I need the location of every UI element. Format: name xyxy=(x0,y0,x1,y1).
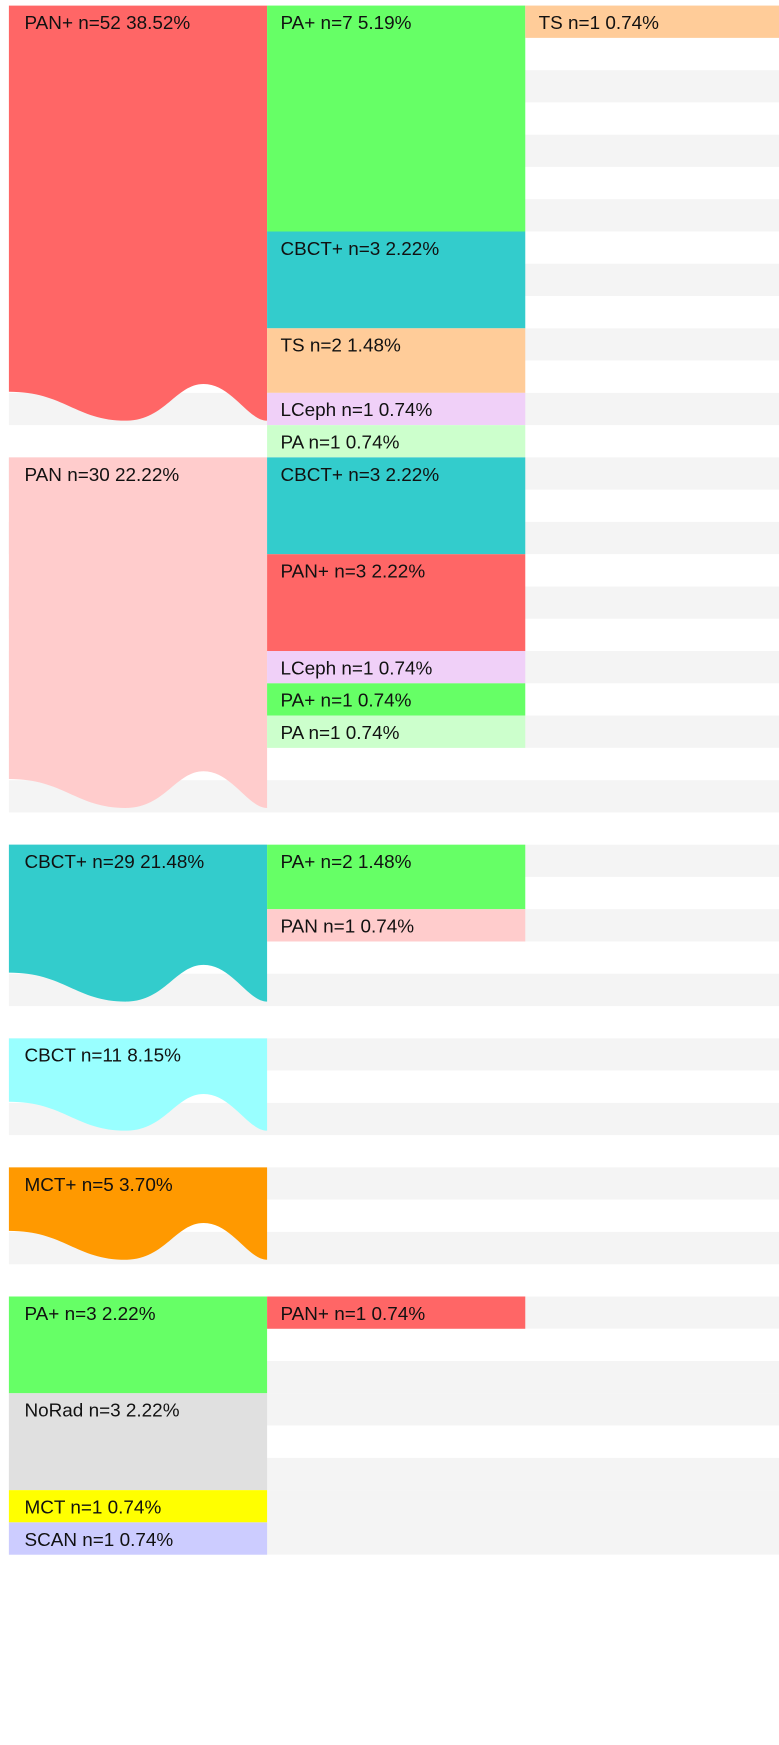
block-label: PA n=1 0.74% xyxy=(280,433,399,454)
block xyxy=(525,5,779,38)
block-label: CBCT+ n=3 2.22% xyxy=(280,239,439,260)
block xyxy=(8,457,268,808)
block xyxy=(267,328,526,393)
block-label: PAN n=30 22.22% xyxy=(24,465,179,486)
block-label: TS n=2 1.48% xyxy=(280,336,401,357)
block-label: PAN n=1 0.74% xyxy=(280,917,414,938)
block xyxy=(267,651,526,684)
block xyxy=(267,715,526,748)
block xyxy=(267,909,526,942)
block xyxy=(267,554,526,652)
block-label: PAN+ n=3 2.22% xyxy=(280,562,425,583)
block-label: MCT n=1 0.74% xyxy=(24,1498,161,1519)
block-label: TS n=1 0.74% xyxy=(539,13,660,34)
block xyxy=(8,1296,268,1394)
block-label: PA+ n=3 2.22% xyxy=(24,1304,155,1325)
block-label: PAN+ n=52 38.52% xyxy=(24,13,190,34)
block xyxy=(267,1296,526,1329)
block xyxy=(8,1393,268,1491)
block-label: MCT+ n=5 3.70% xyxy=(24,1175,172,1196)
block xyxy=(267,392,526,426)
block xyxy=(267,844,526,910)
block-label: SCAN n=1 0.74% xyxy=(24,1530,173,1551)
block xyxy=(8,1167,268,1260)
block xyxy=(8,844,268,1002)
block-label: LCeph n=1 0.74% xyxy=(280,400,432,421)
block xyxy=(8,5,268,421)
block xyxy=(8,1490,268,1523)
block-label: CBCT+ n=29 21.48% xyxy=(24,852,204,873)
block-label: PA+ n=1 0.74% xyxy=(280,691,411,712)
block-label: PA+ n=7 5.19% xyxy=(280,13,411,34)
block xyxy=(267,231,526,329)
block xyxy=(267,425,526,458)
block-label: NoRad n=3 2.22% xyxy=(24,1401,179,1422)
block-label: PA+ n=2 1.48% xyxy=(280,852,411,873)
block-label: CBCT n=11 8.15% xyxy=(24,1046,181,1067)
block-label: PA n=1 0.74% xyxy=(280,723,399,744)
block xyxy=(8,1038,268,1131)
block-label: PAN+ n=1 0.74% xyxy=(280,1304,425,1325)
block-label: CBCT+ n=3 2.22% xyxy=(280,465,439,486)
block xyxy=(267,683,526,716)
block xyxy=(267,5,526,232)
block xyxy=(8,1522,268,1555)
block-label: LCeph n=1 0.74% xyxy=(280,658,432,679)
block xyxy=(267,457,526,555)
